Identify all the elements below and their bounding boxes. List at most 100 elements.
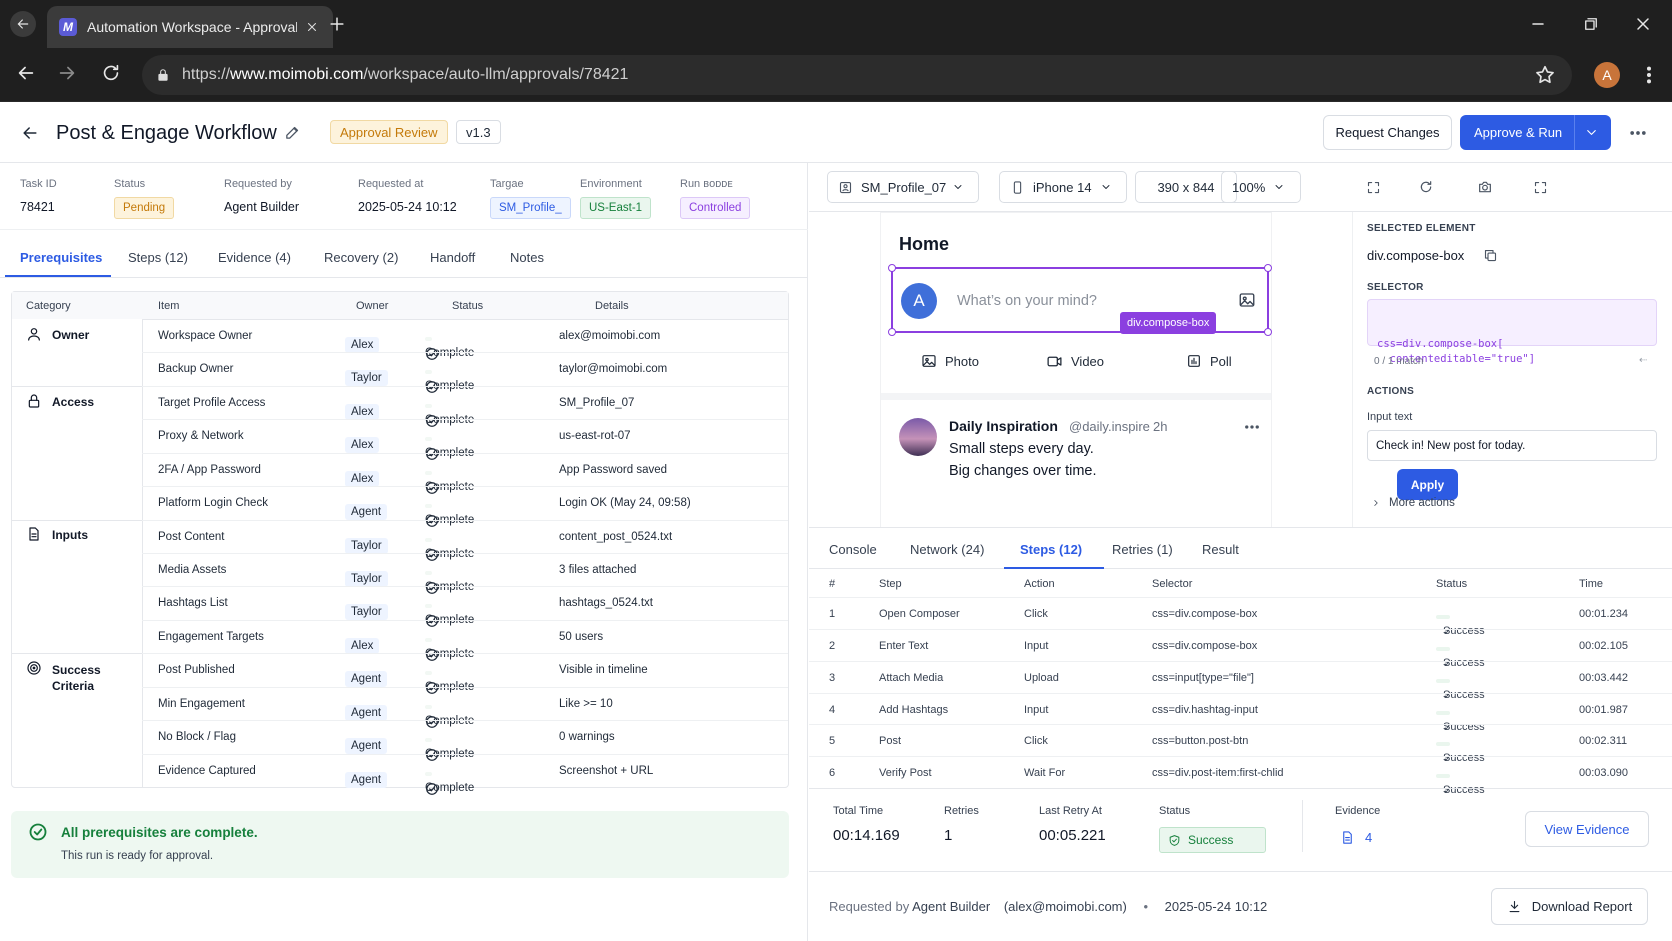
reload-icon[interactable] [100,62,122,84]
category-label: Access [52,395,95,409]
details-cell: 50 users [559,630,604,643]
evidence-link[interactable]: 4 [1340,830,1372,845]
close-tab-icon[interactable] [305,20,319,34]
tab-steps-log[interactable]: Steps (12) [1020,542,1083,557]
footer-requested-prefix: Requested by [829,899,910,914]
status-value: Pending [114,197,175,219]
footer-requested-email: (alex@moimobi.com) [1003,899,1127,914]
composer-action-photo[interactable]: Photo [921,353,979,369]
tab-network[interactable]: Network (24) [910,542,985,557]
expand-arrow-icon[interactable]: ⇠ [1639,355,1648,366]
feed-divider [881,393,1271,400]
bookmark-star-icon[interactable] [1534,64,1556,86]
step-row[interactable]: 4 Add Hashtags Input css=div.hashtag-input ✓… [809,692,1672,734]
step-row[interactable]: 2 Enter Text Input css=div.compose-box ✓ Succ… [809,628,1672,670]
more-options-icon[interactable] [1628,123,1648,143]
input-text-field[interactable] [1367,430,1657,461]
more-actions-toggle[interactable]: More actions [1371,497,1455,509]
details-cell: us-east-rot-07 [559,430,631,443]
profile-avatar[interactable]: A [1594,62,1620,88]
profile-select[interactable]: SM_Profile_07 [827,171,979,203]
edit-pencil-icon[interactable] [284,124,301,141]
resize-handle[interactable] [888,328,896,336]
tab-recovery[interactable]: Recovery (2) [324,250,399,265]
requested-by-value: Agent Builder [224,200,300,214]
composer-action-poll[interactable]: Poll [1186,353,1232,369]
tab-handoff[interactable]: Handoff [430,250,476,265]
browser-tab[interactable]: M Automation Workspace - Approval [47,6,333,48]
category-label: Owner [52,328,90,342]
environment-badge: US-East-1 [580,197,652,219]
image-icon[interactable] [1238,291,1256,309]
nav-forward-icon[interactable] [56,62,78,84]
resize-handle[interactable] [1264,328,1272,336]
view-evidence-button[interactable]: View Evidence [1525,811,1649,847]
status-text: Complete [425,781,475,794]
evidence-label: Evidence [1335,805,1381,817]
success-badge: ✓ Success [1436,710,1485,734]
browser-menu-icon[interactable] [1638,64,1660,86]
copy-icon[interactable] [1483,248,1498,263]
resize-handle[interactable] [1264,264,1272,272]
tab-console[interactable]: Console [829,542,877,557]
selector-code-box[interactable]: css=div.compose-box[ contenteditable="tr… [1367,299,1657,365]
chevron-down-icon[interactable] [1584,125,1599,140]
step-row[interactable]: 5 Post Click css=button.post-btn ✓ Success 00:… [809,724,1672,765]
step-row[interactable]: 6 Verify Post Wait For css=div.post-item:fi… [809,756,1672,797]
selected-element-heading: SELECTED ELEMENT [1367,223,1476,234]
resize-handle[interactable] [888,264,896,272]
complete-badge: Complete [425,671,474,695]
step-row[interactable]: 3 Attach Media Upload css=input[type="file"… [809,660,1672,702]
complete-badge: Complete [425,337,474,360]
back-arrow-icon[interactable] [20,123,40,143]
resolution-field[interactable]: 390 x 844 [1135,171,1237,203]
run-mode-badge: Controlled [680,197,751,219]
task-id-value: 78421 [20,200,55,214]
tab-notes[interactable]: Notes [510,250,544,265]
browser-tab-bar: M Automation Workspace - Approval [0,0,1672,48]
tab-steps[interactable]: Steps (12) [128,250,188,265]
url-path: /workspace/auto-llm/approvals/78421 [363,66,629,83]
owner-badge: Agent [345,771,388,788]
minimize-icon[interactable] [1528,14,1548,34]
restore-icon[interactable] [1582,15,1600,33]
download-report-button[interactable]: Download Report [1491,888,1648,925]
nav-back-icon[interactable] [15,62,37,84]
selected-element-tag: div.compose-box [1120,312,1217,334]
fit-screen-button[interactable] [1351,171,1395,203]
post-time: 2h [1153,419,1168,434]
zoom-select[interactable]: 100% [1221,171,1301,203]
item-cell: Hashtags List [158,597,228,610]
composer-action-video[interactable]: Video [1046,353,1104,370]
approve-run-button[interactable]: Approve & Run [1460,115,1611,150]
step-row[interactable]: 1 Open Composer Click css=div.compose-box ✓ S… [809,597,1672,638]
refresh-preview-button[interactable] [1404,171,1448,203]
compose-box[interactable]: A What’s on your mind? div.compose-box [888,264,1272,336]
tab-retries[interactable]: Retries (1) [1112,542,1173,557]
tab-prerequisites[interactable]: Prerequisites [20,250,103,265]
step-action: Click [1024,608,1048,620]
steps-table: # Step Action Selector Status Time 1 Open… [809,569,1672,797]
close-window-icon[interactable] [1633,14,1653,34]
input-text-label: Input text [1367,411,1413,423]
summary-vertical-divider [1302,800,1303,852]
new-tab-icon[interactable] [327,14,347,34]
apply-button[interactable]: Apply [1397,469,1458,500]
screenshot-button[interactable] [1463,171,1507,203]
complete-badge: Complete [425,370,474,394]
complete-badge: Complete [425,738,474,762]
table-row: Proxy & Network Alex Complete us-east-rot-0… [142,419,788,461]
phone-preview: Home A What’s on your mind? div.compose-… [881,213,1272,527]
request-changes-button[interactable]: Request Changes [1323,115,1452,150]
post-more-icon[interactable] [1243,418,1261,436]
fullscreen-button[interactable] [1518,171,1562,203]
device-select[interactable]: iPhone 14 [999,171,1127,203]
tab-result[interactable]: Result [1202,542,1239,557]
url-input[interactable]: https://www.moimobi.com/workspace/auto-l… [142,55,1572,95]
step-selector: css=input[type="file"] [1152,671,1254,684]
tab-evidence[interactable]: Evidence (4) [218,250,291,265]
download-report-label: Download Report [1531,899,1633,914]
col-step: Step [879,578,902,590]
back-arrow-icon[interactable] [10,11,36,37]
step-name: Open Composer [879,608,960,620]
